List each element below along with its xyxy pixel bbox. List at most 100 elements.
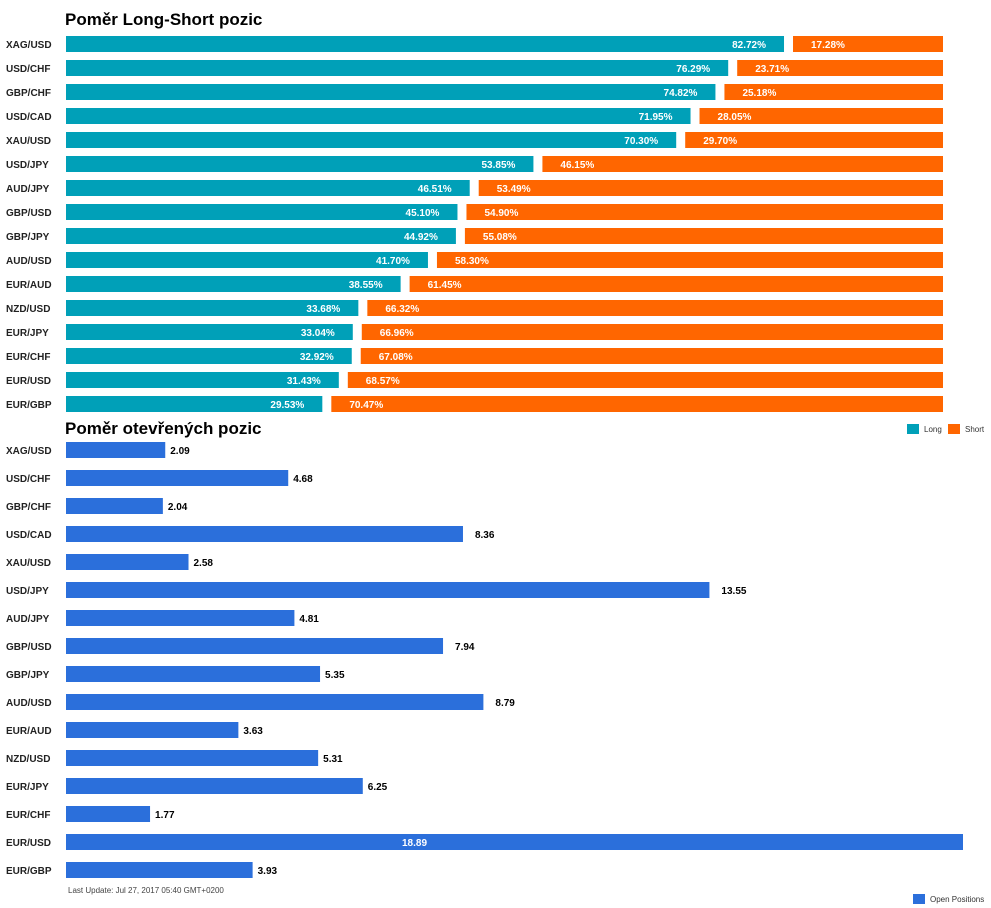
open-bar-xau-usd [66,554,189,570]
long-bar-xag-usd [66,36,785,52]
open-value-label-xau-usd: 2.58 [194,558,214,569]
short-bar-eur-usd [347,372,944,388]
category-label-usd-chf: USD/CHF [6,64,50,75]
short-value-label-eur-chf: 67.08% [379,352,413,363]
long-value-label-eur-usd: 31.43% [287,376,321,387]
open-category-label-eur-gbp: EUR/GBP [6,866,52,877]
open-category-label-eur-aud: EUR/AUD [6,726,52,737]
category-label-aud-usd: AUD/USD [6,256,52,267]
short-bar-gbp-jpy [464,228,943,244]
open-positions-chart-title: Poměr otevřených pozic [65,419,262,438]
long-bar-eur-usd [66,372,339,388]
open-value-label-usd-chf: 4.68 [293,474,313,485]
category-label-eur-gbp: EUR/GBP [6,400,52,411]
short-value-label-usd-cad: 28.05% [718,112,752,123]
category-label-nzd-usd: NZD/USD [6,304,50,315]
category-label-usd-cad: USD/CAD [6,112,52,123]
open-bar-gbp-jpy [66,666,321,682]
category-label-xag-usd: XAG/USD [6,40,52,51]
legend-short-swatch [948,424,960,434]
long-value-label-aud-jpy: 46.51% [418,184,452,195]
legend-short: Short [948,424,984,434]
open-value-label-eur-jpy: 6.25 [368,782,388,793]
open-value-label-nzd-usd: 5.31 [323,754,343,765]
legend-open-positions-label: Open Positions [930,894,985,904]
long-short-chart-title: Poměr Long-Short pozic [65,10,263,29]
long-bar-eur-aud [66,276,401,292]
open-category-label-usd-chf: USD/CHF [6,474,50,485]
long-bar-aud-usd [66,252,428,268]
open-bar-xag-usd [66,442,166,458]
open-value-label-aud-usd: 8.79 [495,698,515,709]
category-label-xau-usd: XAU/USD [6,136,51,147]
short-value-label-usd-chf: 23.71% [755,64,789,75]
category-label-gbp-usd: GBP/USD [6,208,52,219]
short-bar-xau-usd [685,132,943,148]
open-bar-eur-aud [66,722,239,738]
long-value-label-eur-aud: 38.55% [349,280,383,291]
long-value-label-gbp-jpy: 44.92% [404,232,438,243]
short-value-label-eur-gbp: 70.47% [349,400,383,411]
open-bar-usd-cad [66,526,463,542]
legend-short-label: Short [965,424,985,434]
short-value-label-gbp-jpy: 55.08% [483,232,517,243]
short-value-label-aud-jpy: 53.49% [497,184,531,195]
long-bar-xau-usd [66,132,677,148]
open-category-label-eur-usd: EUR/USD [6,838,51,849]
long-bar-gbp-chf [66,84,716,100]
short-bar-nzd-usd [367,300,943,316]
short-bar-gbp-usd [466,204,943,220]
long-bar-eur-gbp [66,396,323,412]
short-bar-eur-aud [409,276,943,292]
legend-long: Long [907,424,942,434]
category-label-usd-jpy: USD/JPY [6,160,49,171]
long-value-label-aud-usd: 41.70% [376,256,410,267]
short-value-label-gbp-usd: 54.90% [484,208,518,219]
long-value-label-nzd-usd: 33.68% [306,304,340,315]
long-bar-aud-jpy [66,180,470,196]
long-value-label-usd-jpy: 53.85% [481,160,515,171]
open-category-label-aud-jpy: AUD/JPY [6,614,50,625]
short-bar-usd-chf [737,60,943,76]
open-category-label-gbp-jpy: GBP/JPY [6,670,50,681]
category-label-eur-jpy: EUR/JPY [6,328,49,339]
short-value-label-aud-usd: 58.30% [455,256,489,267]
long-bar-nzd-usd [66,300,359,316]
short-bar-usd-cad [699,108,943,124]
open-category-label-xau-usd: XAU/USD [6,558,51,569]
long-value-label-eur-chf: 32.92% [300,352,334,363]
long-bar-gbp-usd [66,204,458,220]
open-value-label-eur-aud: 3.63 [243,726,263,737]
open-value-label-usd-cad: 8.36 [475,530,495,541]
short-value-label-eur-aud: 61.45% [428,280,462,291]
short-bar-aud-usd [436,252,943,268]
open-category-label-eur-chf: EUR/CHF [6,810,50,821]
open-value-label-eur-gbp: 3.93 [258,866,278,877]
open-bar-aud-jpy [66,610,295,626]
short-bar-eur-gbp [331,396,943,412]
open-value-label-gbp-usd: 7.94 [455,642,475,653]
long-value-label-xag-usd: 82.72% [732,40,766,51]
long-value-label-eur-jpy: 33.04% [301,328,335,339]
open-category-label-aud-usd: AUD/USD [6,698,52,709]
short-bar-usd-jpy [542,156,943,172]
short-value-label-nzd-usd: 66.32% [385,304,419,315]
open-category-label-usd-cad: USD/CAD [6,530,52,541]
long-bar-eur-jpy [66,324,353,340]
open-value-label-eur-usd: 18.89 [402,838,427,849]
short-value-label-eur-usd: 68.57% [366,376,400,387]
legend-open-positions: Open Positions [913,894,984,904]
open-category-label-gbp-usd: GBP/USD [6,642,52,653]
long-value-label-gbp-usd: 45.10% [406,208,440,219]
open-bar-nzd-usd [66,750,319,766]
legend-open-positions-swatch [913,894,925,904]
short-value-label-usd-jpy: 46.15% [560,160,594,171]
category-label-eur-aud: EUR/AUD [6,280,52,291]
short-value-label-xau-usd: 29.70% [703,136,737,147]
last-update-text: Last Update: Jul 27, 2017 05:40 GMT+0200 [68,886,224,895]
open-value-label-usd-jpy: 13.55 [721,586,746,597]
short-bar-gbp-chf [724,84,943,100]
long-bar-eur-chf [66,348,352,364]
category-label-eur-chf: EUR/CHF [6,352,50,363]
